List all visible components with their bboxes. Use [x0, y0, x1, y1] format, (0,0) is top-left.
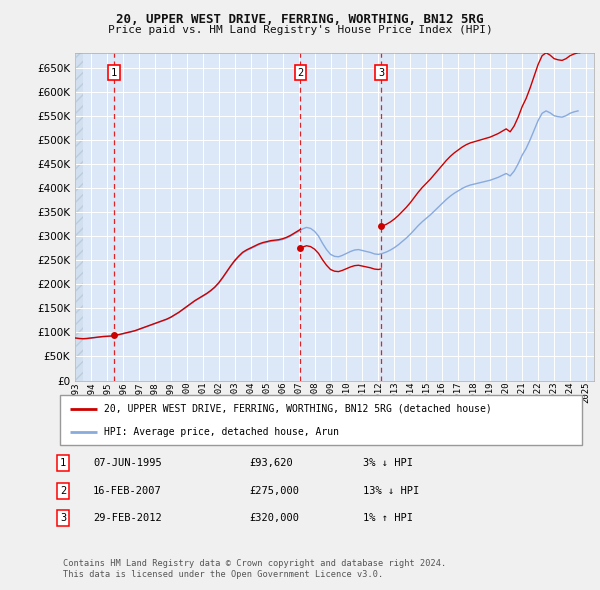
Text: 1% ↑ HPI: 1% ↑ HPI: [363, 513, 413, 523]
Text: 07-JUN-1995: 07-JUN-1995: [93, 458, 162, 468]
FancyBboxPatch shape: [60, 395, 582, 445]
Text: 29-FEB-2012: 29-FEB-2012: [93, 513, 162, 523]
Text: 3: 3: [60, 513, 66, 523]
Text: 13% ↓ HPI: 13% ↓ HPI: [363, 486, 419, 496]
Text: 2: 2: [298, 68, 304, 78]
Text: £93,620: £93,620: [249, 458, 293, 468]
Text: 20, UPPER WEST DRIVE, FERRING, WORTHING, BN12 5RG: 20, UPPER WEST DRIVE, FERRING, WORTHING,…: [116, 13, 484, 26]
Text: £320,000: £320,000: [249, 513, 299, 523]
Text: 2: 2: [60, 486, 66, 496]
Bar: [75, 53, 83, 381]
Text: 1: 1: [60, 458, 66, 468]
Text: Price paid vs. HM Land Registry's House Price Index (HPI): Price paid vs. HM Land Registry's House …: [107, 25, 493, 35]
Text: HPI: Average price, detached house, Arun: HPI: Average price, detached house, Arun: [104, 427, 340, 437]
Text: £275,000: £275,000: [249, 486, 299, 496]
Text: 1: 1: [111, 68, 117, 78]
Text: Contains HM Land Registry data © Crown copyright and database right 2024.
This d: Contains HM Land Registry data © Crown c…: [63, 559, 446, 579]
Text: 3% ↓ HPI: 3% ↓ HPI: [363, 458, 413, 468]
Text: 3: 3: [378, 68, 384, 78]
Text: 16-FEB-2007: 16-FEB-2007: [93, 486, 162, 496]
Text: 20, UPPER WEST DRIVE, FERRING, WORTHING, BN12 5RG (detached house): 20, UPPER WEST DRIVE, FERRING, WORTHING,…: [104, 404, 492, 414]
